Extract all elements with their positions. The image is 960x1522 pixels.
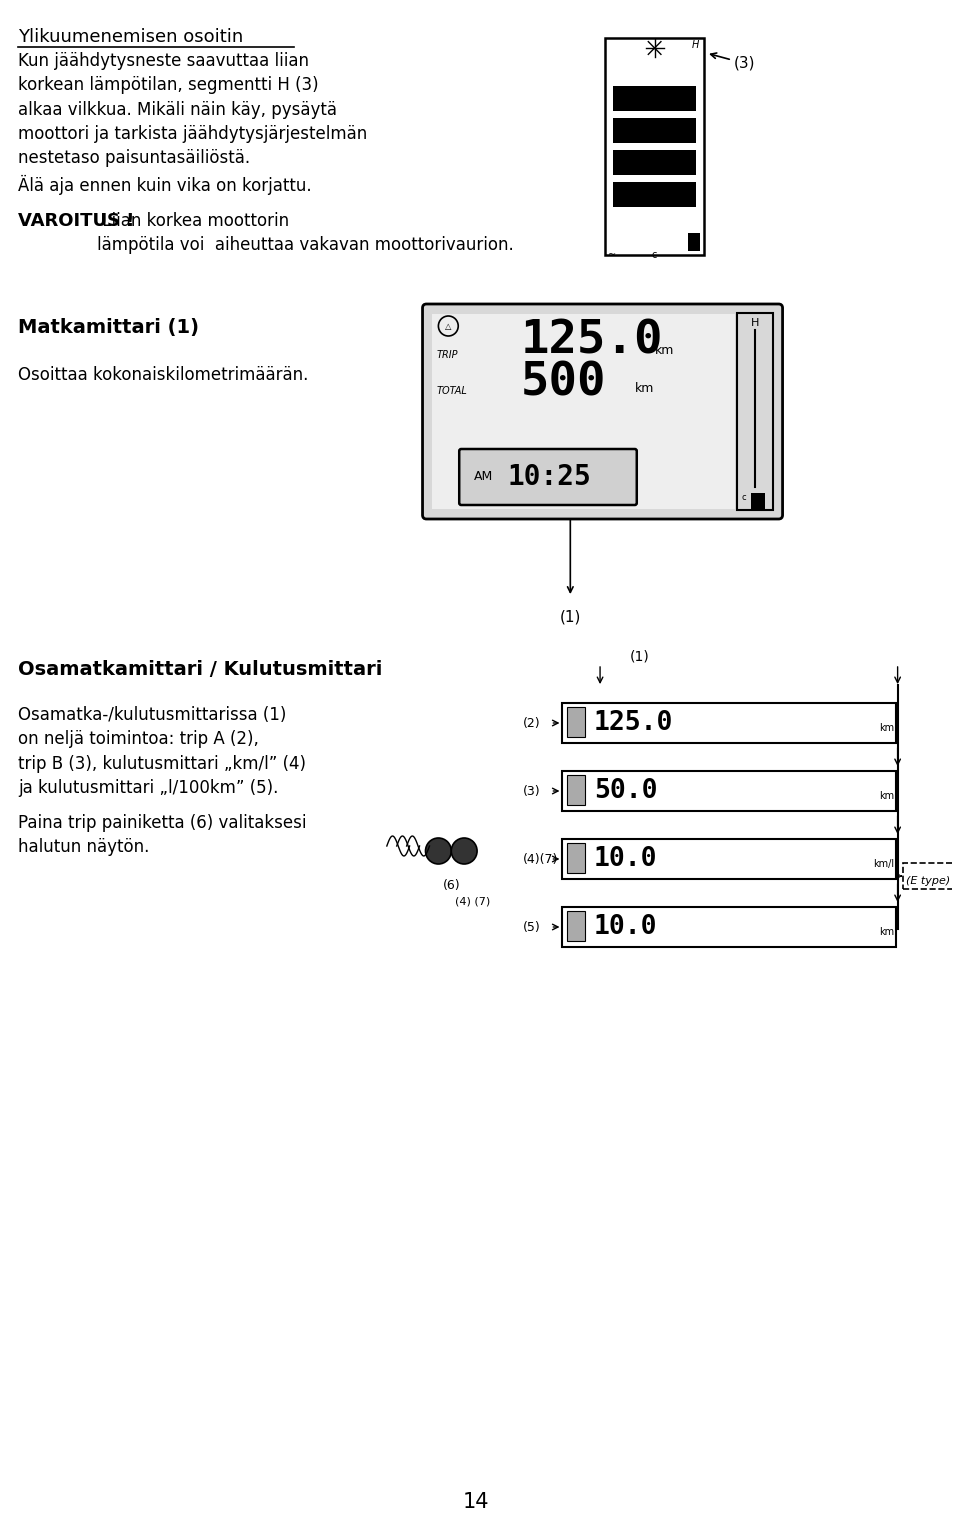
Text: (6): (6)	[443, 880, 460, 892]
Bar	[902, 863, 960, 889]
Text: TRIP: TRIP	[437, 350, 458, 361]
Text: (3): (3)	[734, 55, 756, 70]
Text: Matkamittari (1): Matkamittari (1)	[18, 318, 199, 336]
Text: (2): (2)	[522, 717, 540, 729]
Text: 10.0: 10.0	[594, 915, 658, 941]
Text: (5): (5)	[522, 921, 540, 933]
Text: km: km	[879, 927, 895, 938]
Text: 125.0: 125.0	[594, 709, 674, 737]
Text: VAROITUS !: VAROITUS !	[18, 212, 134, 230]
Text: 10:25: 10:25	[508, 463, 591, 492]
Text: H: H	[751, 318, 759, 329]
Circle shape	[451, 839, 477, 864]
Bar	[567, 843, 586, 874]
Text: km: km	[635, 382, 654, 396]
Text: H: H	[692, 40, 699, 50]
Text: 14: 14	[463, 1492, 490, 1511]
Text: km/l: km/l	[874, 858, 895, 869]
Bar	[605, 38, 705, 256]
FancyBboxPatch shape	[459, 449, 636, 505]
Text: Liian korkea moottorin
lämpötila voi  aiheuttaa vakavan moottorivaurion.: Liian korkea moottorin lämpötila voi aih…	[97, 212, 514, 254]
Bar	[567, 912, 586, 941]
Text: c: c	[652, 250, 658, 260]
Text: (4) (7): (4) (7)	[455, 896, 491, 906]
Bar	[737, 314, 773, 510]
Text: △: △	[445, 321, 451, 330]
Text: 10.0: 10.0	[594, 846, 658, 872]
Text: AM: AM	[474, 470, 493, 484]
Text: Osamatka-/kulutusmittarissa (1)
on neljä toimintoa: trip A (2),
trip B (3), kulu: Osamatka-/kulutusmittarissa (1) on neljä…	[18, 706, 306, 798]
Bar	[563, 772, 896, 811]
Bar	[613, 87, 696, 111]
Text: (E type): (E type)	[905, 877, 949, 886]
Text: Ylikuumenemisen osoitin: Ylikuumenemisen osoitin	[18, 27, 243, 46]
FancyBboxPatch shape	[422, 304, 782, 519]
Bar	[567, 775, 586, 805]
Bar	[613, 119, 696, 143]
Text: Kun jäähdytysneste saavuttaa liian
korkean lämpötilan, segmentti H (3)
alkaa vil: Kun jäähdytysneste saavuttaa liian korke…	[18, 52, 367, 195]
Text: (1): (1)	[630, 650, 650, 664]
Text: km: km	[879, 723, 895, 734]
Bar	[563, 907, 896, 947]
Bar	[613, 183, 696, 207]
Bar	[567, 708, 586, 737]
Text: c: c	[741, 493, 746, 502]
Bar	[688, 233, 700, 251]
Bar	[563, 703, 896, 743]
Bar	[613, 151, 696, 175]
Text: (3): (3)	[522, 784, 540, 798]
Bar	[432, 314, 735, 508]
Text: 125.0: 125.0	[520, 318, 663, 364]
Text: ~: ~	[608, 250, 616, 260]
Text: km: km	[655, 344, 674, 358]
Text: 500: 500	[520, 361, 606, 405]
Text: Osamatkamittari / Kulutusmittari: Osamatkamittari / Kulutusmittari	[18, 661, 382, 679]
Bar	[751, 493, 765, 508]
Text: 50.0: 50.0	[594, 778, 658, 804]
Circle shape	[425, 839, 451, 864]
Text: TOTAL: TOTAL	[437, 387, 468, 396]
Text: Paina trip painiketta (6) valitaksesi
halutun näytön.: Paina trip painiketta (6) valitaksesi ha…	[18, 814, 306, 857]
Text: km: km	[879, 791, 895, 801]
Text: (1): (1)	[560, 610, 581, 626]
Circle shape	[439, 317, 458, 336]
Text: (4)(7): (4)(7)	[522, 852, 558, 866]
Text: Osoittaa kokonaiskilometrimäärän.: Osoittaa kokonaiskilometrimäärän.	[18, 365, 308, 384]
Bar	[563, 839, 896, 880]
